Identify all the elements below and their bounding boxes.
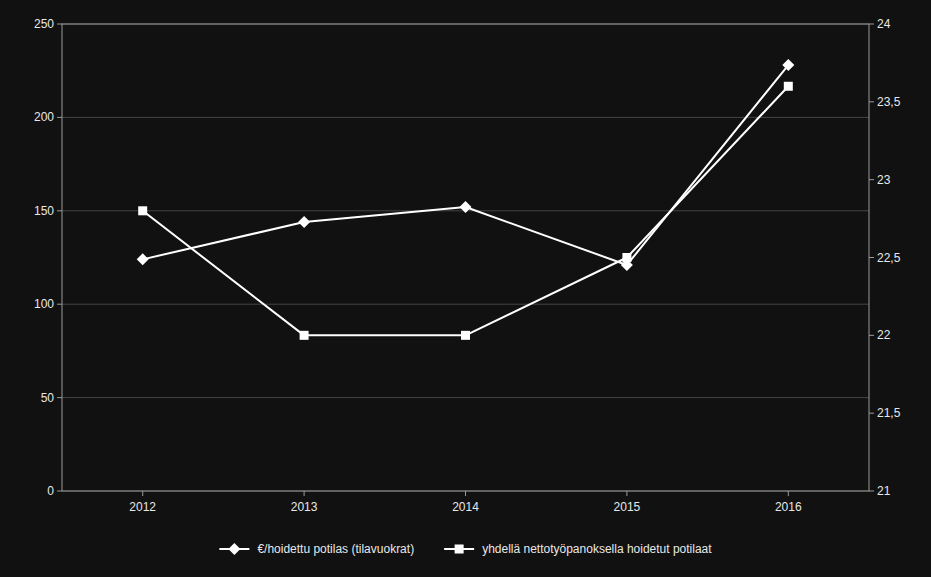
x-tick-label: 2012 [129,500,156,514]
x-tick-label: 2013 [291,500,318,514]
series-marker [461,331,470,340]
series-marker [137,253,149,265]
y2-tick [869,413,874,414]
series-marker [622,253,631,262]
y2-tick-label: 21,5 [877,406,901,420]
axes: 0 50 100 150 200 250 21 21,5 22 22,5 23 23,5 24 2012 2… [34,17,901,514]
legend-item: yhdellä nettotyöpanoksella hoidetut poti… [444,542,712,556]
y2-tick-label: 24 [877,17,891,31]
y2-tick [869,257,874,258]
y-tick [57,24,62,25]
legend-label: yhdellä nettotyöpanoksella hoidetut poti… [482,542,712,556]
y2-tick-label: 23,5 [877,95,901,109]
x-tick [142,491,143,496]
y-tick-label: 100 [34,297,54,311]
legend-marker [228,543,240,555]
y2-tick-label: 21 [877,484,891,498]
y-tick-label: 50 [41,391,55,405]
y2-tick-label: 22,5 [877,251,901,265]
y-tick [57,491,62,492]
series-line [143,86,789,335]
y2-tick [869,24,874,25]
y-tick-label: 150 [34,204,54,218]
grid-line [62,304,869,305]
x-tick-label: 2015 [614,500,641,514]
y-tick [57,117,62,118]
data [137,59,795,340]
y2-tick-label: 23 [877,173,891,187]
y-tick [57,304,62,305]
x-tick-label: 2016 [775,500,802,514]
y2-tick [869,179,874,180]
y2-tick [869,101,874,102]
y2-tick [869,491,874,492]
series-marker [782,59,794,71]
series-marker [138,206,147,215]
series-marker [460,201,472,213]
background [0,0,931,577]
x-tick [788,491,789,496]
y-tick-label: 200 [34,110,54,124]
y-tick [57,210,62,211]
series-line [143,65,789,265]
chart: 0 50 100 150 200 250 21 21,5 22 22,5 23 23,5 24 2012 2… [0,0,931,577]
series-marker [300,331,309,340]
legend: €/hoidettu potilas (tilavuokrat) yhdellä … [219,542,712,556]
grid [62,24,869,491]
series-marker [784,82,793,91]
x-tick [626,491,627,496]
y-tick-label: 0 [47,484,54,498]
x-tick-label: 2014 [452,500,479,514]
plot-frame [62,24,869,491]
grid-line [62,117,869,118]
legend-marker [455,545,464,554]
y-tick-label: 250 [34,17,54,31]
legend-label: €/hoidettu potilas (tilavuokrat) [257,542,414,556]
y2-tick [869,335,874,336]
x-tick [465,491,466,496]
x-tick [304,491,305,496]
legend-item: €/hoidettu potilas (tilavuokrat) [219,542,414,556]
y-tick [57,397,62,398]
grid-line [62,397,869,398]
y2-tick-label: 22 [877,328,891,342]
series-marker [298,216,310,228]
